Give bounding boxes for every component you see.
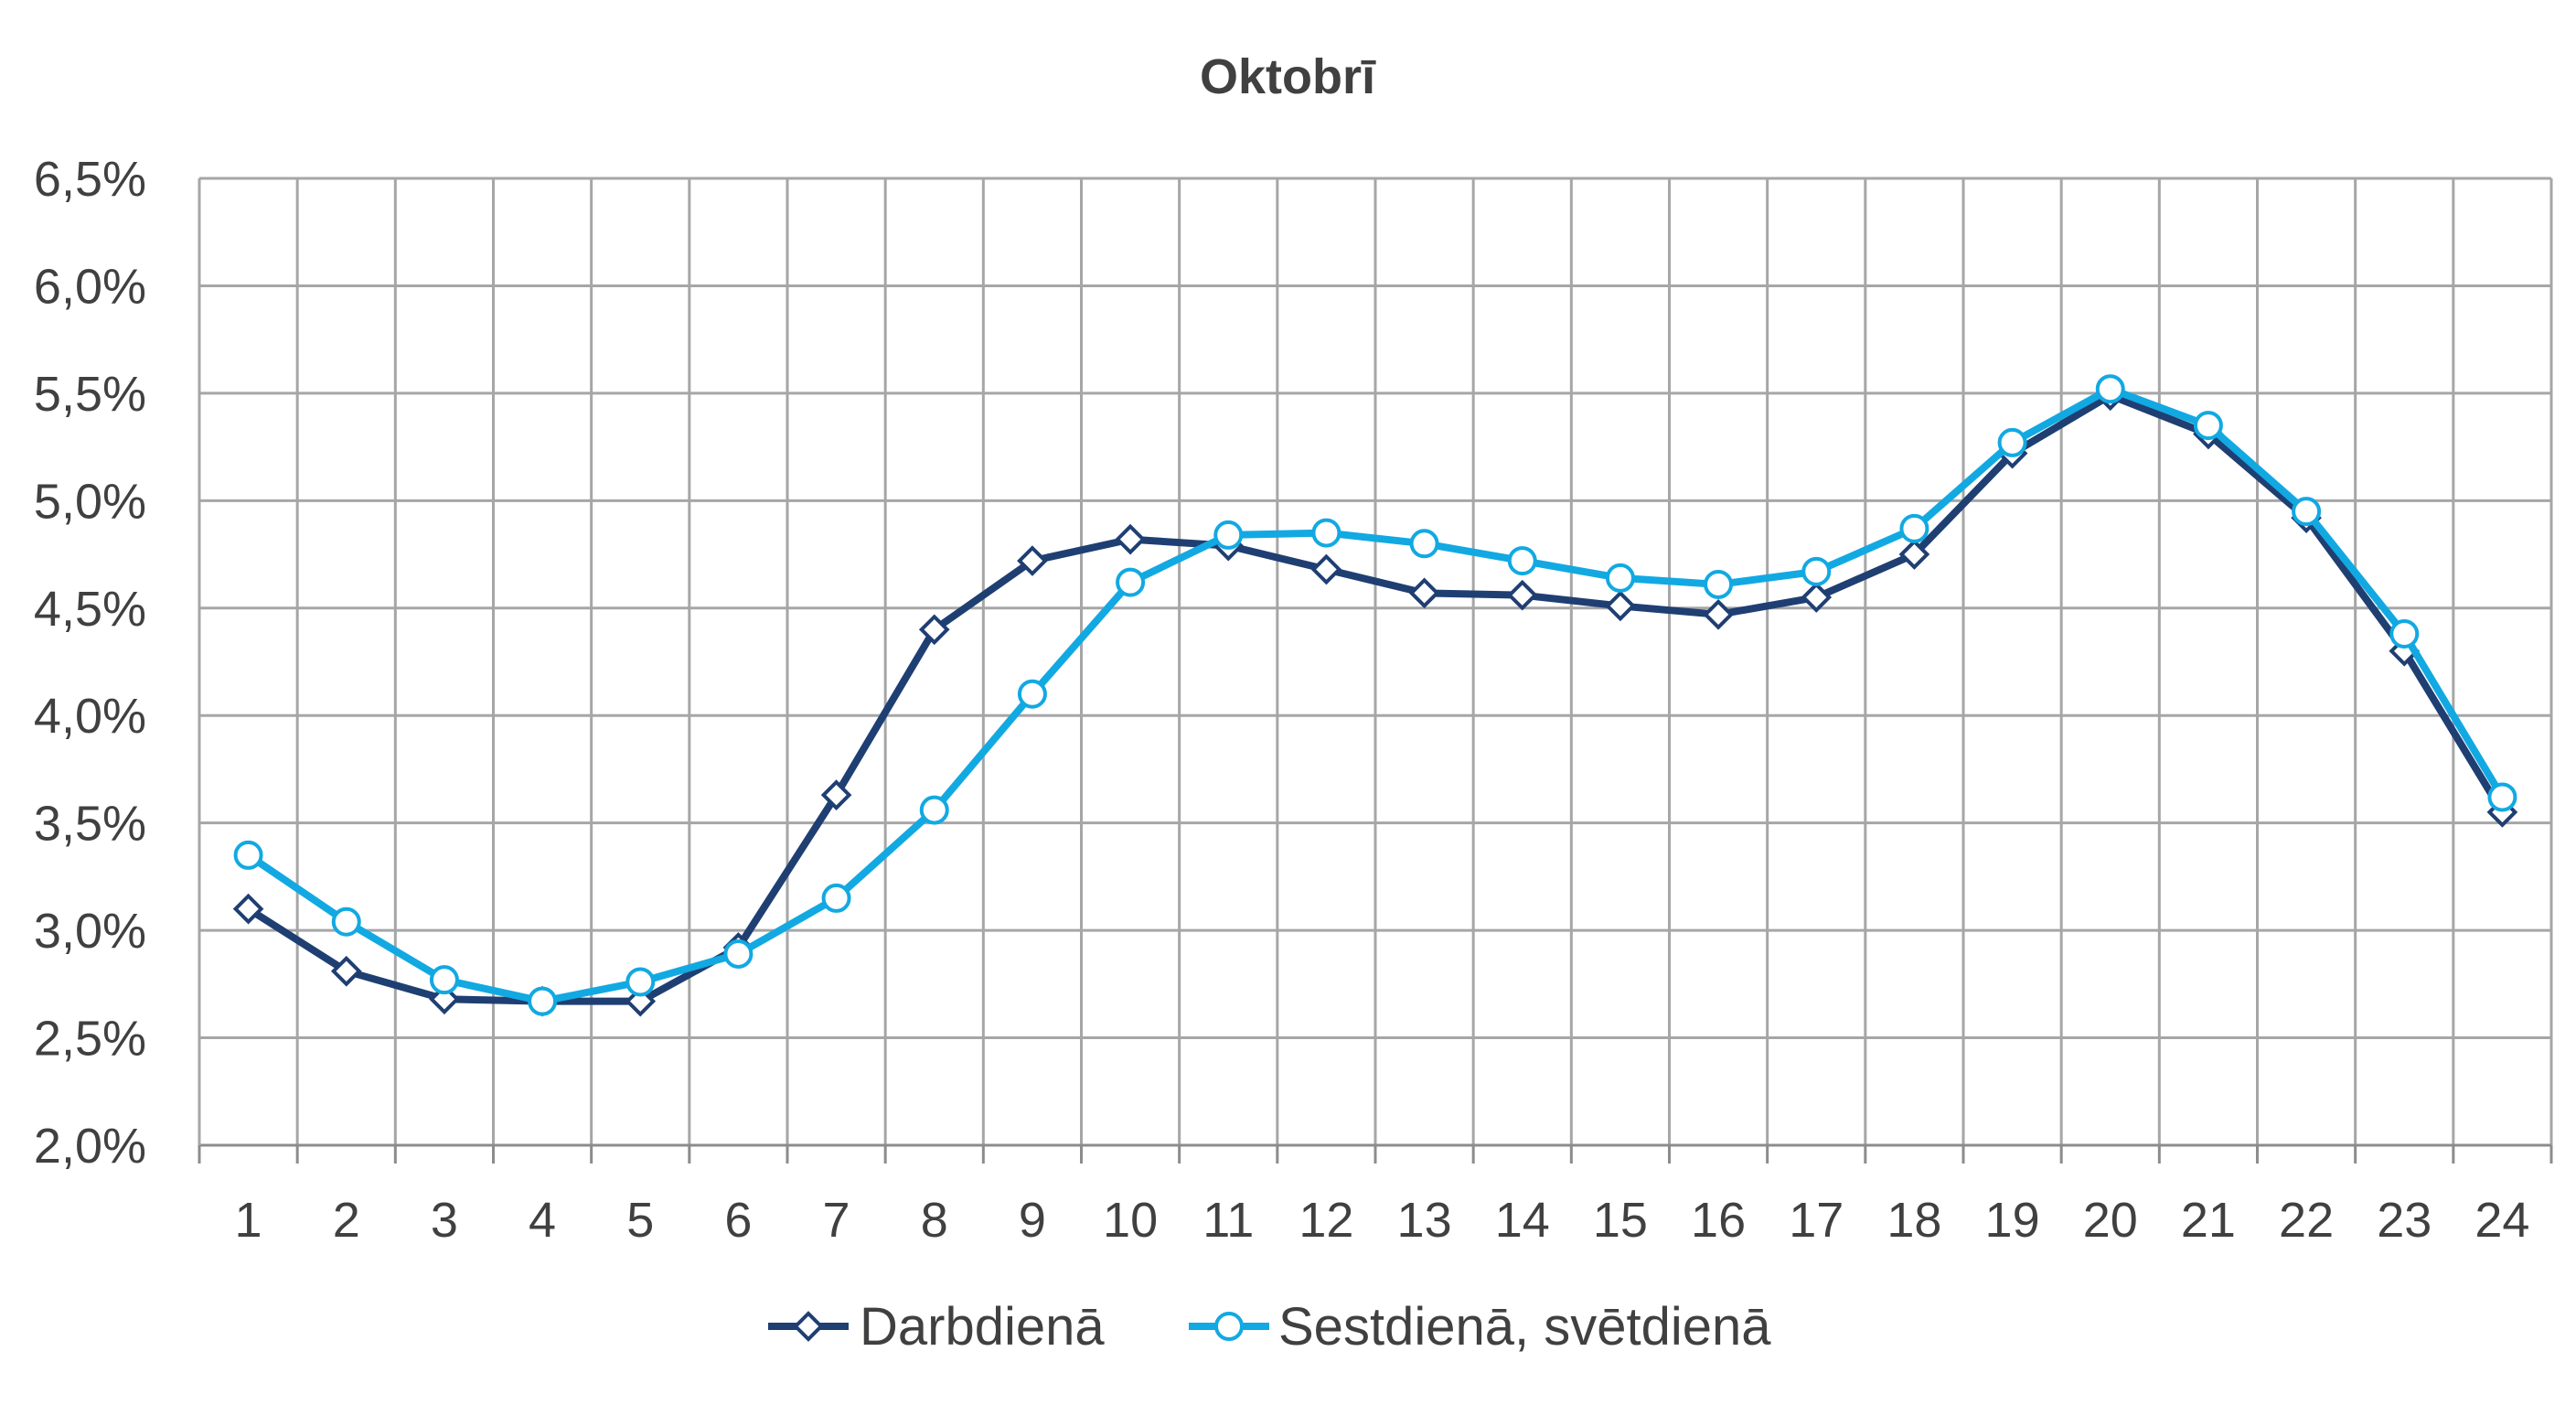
x-tick-label: 14 <box>1495 1193 1550 1248</box>
data-point <box>2292 497 2322 527</box>
x-tick-label: 13 <box>1397 1193 1452 1248</box>
data-point <box>232 893 264 925</box>
x-tick-label: 20 <box>2083 1193 2138 1248</box>
data-point <box>1997 427 2027 457</box>
data-point <box>528 986 558 1016</box>
data-point <box>1898 539 1930 570</box>
y-tick-label: 2,5% <box>34 1012 146 1067</box>
data-point <box>1605 563 1635 593</box>
series-group <box>232 374 2518 1017</box>
legend-marker <box>1214 1312 1244 1341</box>
x-tick-label: 10 <box>1103 1193 1158 1248</box>
data-point <box>1801 556 1832 586</box>
x-tick-label: 2 <box>333 1193 360 1248</box>
y-tick-label: 6,5% <box>34 152 146 207</box>
x-tick-label: 15 <box>1593 1193 1648 1248</box>
data-point <box>1605 590 1636 622</box>
x-tick-label: 3 <box>431 1193 458 1248</box>
series-line <box>244 391 2507 1005</box>
x-tick-label: 5 <box>626 1193 654 1248</box>
data-point <box>821 883 851 913</box>
legend-item-2: Sestdienā, svētdienā <box>1189 1297 1771 1357</box>
x-tick-label: 23 <box>2377 1193 2432 1248</box>
x-tick-label: 16 <box>1691 1193 1746 1248</box>
x-tick-label: 9 <box>1019 1193 1046 1248</box>
data-point <box>2389 618 2420 649</box>
data-point <box>1017 545 1048 576</box>
data-point <box>1704 569 1734 599</box>
y-tick-label: 5,5% <box>34 367 146 422</box>
data-point <box>1115 523 1146 555</box>
data-point <box>1409 529 1439 559</box>
y-tick-label: 4,0% <box>34 689 146 744</box>
data-point <box>1506 579 1538 611</box>
data-point <box>1310 553 1342 585</box>
data-point <box>1017 679 1047 709</box>
x-tick-label: 8 <box>921 1193 948 1248</box>
legend: Darbdienā Sestdienā, svētdienā <box>768 1297 1771 1357</box>
y-tick-label: 3,5% <box>34 797 146 852</box>
data-point <box>1507 546 1537 576</box>
x-tick-label: 17 <box>1789 1193 1844 1248</box>
y-tick-label: 2,0% <box>34 1119 146 1174</box>
data-point <box>1801 582 1833 613</box>
y-tick-label: 3,0% <box>34 904 146 959</box>
x-tick-label: 21 <box>2181 1193 2236 1248</box>
data-point <box>1213 520 1244 550</box>
data-point <box>1899 513 1929 543</box>
series-2 <box>233 374 2517 1016</box>
x-tick-label: 7 <box>823 1193 850 1248</box>
x-tick-label: 19 <box>1985 1193 2040 1248</box>
data-point <box>2487 782 2517 812</box>
data-point <box>1408 577 1440 609</box>
x-tick-label: 1 <box>235 1193 262 1248</box>
x-tick-label: 12 <box>1299 1193 1353 1248</box>
data-point <box>2193 411 2223 441</box>
y-tick-label: 5,0% <box>34 474 146 529</box>
data-point <box>1703 598 1734 630</box>
axes: 2,0% 2,5% 3,0% 3,5% 4,0% 4,5% 5,0% 5,5% 6,0% 6,5%… <box>34 152 2553 1248</box>
legend-label: Darbdienā <box>860 1297 1105 1357</box>
data-point <box>429 965 459 995</box>
data-point <box>1116 567 1146 597</box>
x-tick-label: 24 <box>2474 1193 2529 1248</box>
x-tick-label: 6 <box>724 1193 752 1248</box>
data-point <box>1311 518 1341 548</box>
data-point <box>331 906 361 937</box>
data-point <box>2095 374 2125 404</box>
grid <box>199 177 2553 1145</box>
data-point <box>919 795 949 825</box>
data-point <box>820 779 852 810</box>
data-point <box>625 967 656 997</box>
legend-item-1: Darbdienā <box>768 1297 1105 1357</box>
data-point <box>330 955 362 987</box>
y-tick-label: 4,5% <box>34 582 146 637</box>
data-point <box>918 614 950 646</box>
chart-title: Oktobrī <box>1200 49 1376 104</box>
x-tick-label: 18 <box>1887 1193 1941 1248</box>
legend-label: Sestdienā, svētdienā <box>1278 1297 1771 1357</box>
x-tick-label: 4 <box>529 1193 556 1248</box>
data-point <box>233 840 263 870</box>
data-point <box>723 938 754 969</box>
legend-marker <box>793 1311 824 1342</box>
x-tick-label: 22 <box>2279 1193 2334 1248</box>
x-tick-label: 11 <box>1202 1193 1254 1248</box>
y-tick-label: 6,0% <box>34 259 146 314</box>
series-line <box>244 385 2507 1005</box>
